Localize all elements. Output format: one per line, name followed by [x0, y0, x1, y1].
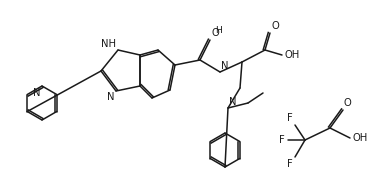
Text: N: N — [229, 97, 236, 107]
Text: N: N — [221, 61, 229, 71]
Text: F: F — [279, 135, 285, 145]
Text: F: F — [287, 159, 293, 169]
Text: O: O — [212, 28, 220, 38]
Text: OH: OH — [353, 133, 368, 143]
Text: OH: OH — [285, 50, 300, 60]
Text: NH: NH — [101, 39, 116, 49]
Text: N: N — [107, 92, 114, 102]
Text: O: O — [272, 21, 280, 31]
Text: F: F — [287, 113, 293, 123]
Text: N: N — [33, 88, 40, 98]
Text: H: H — [215, 26, 222, 35]
Text: O: O — [344, 98, 352, 108]
